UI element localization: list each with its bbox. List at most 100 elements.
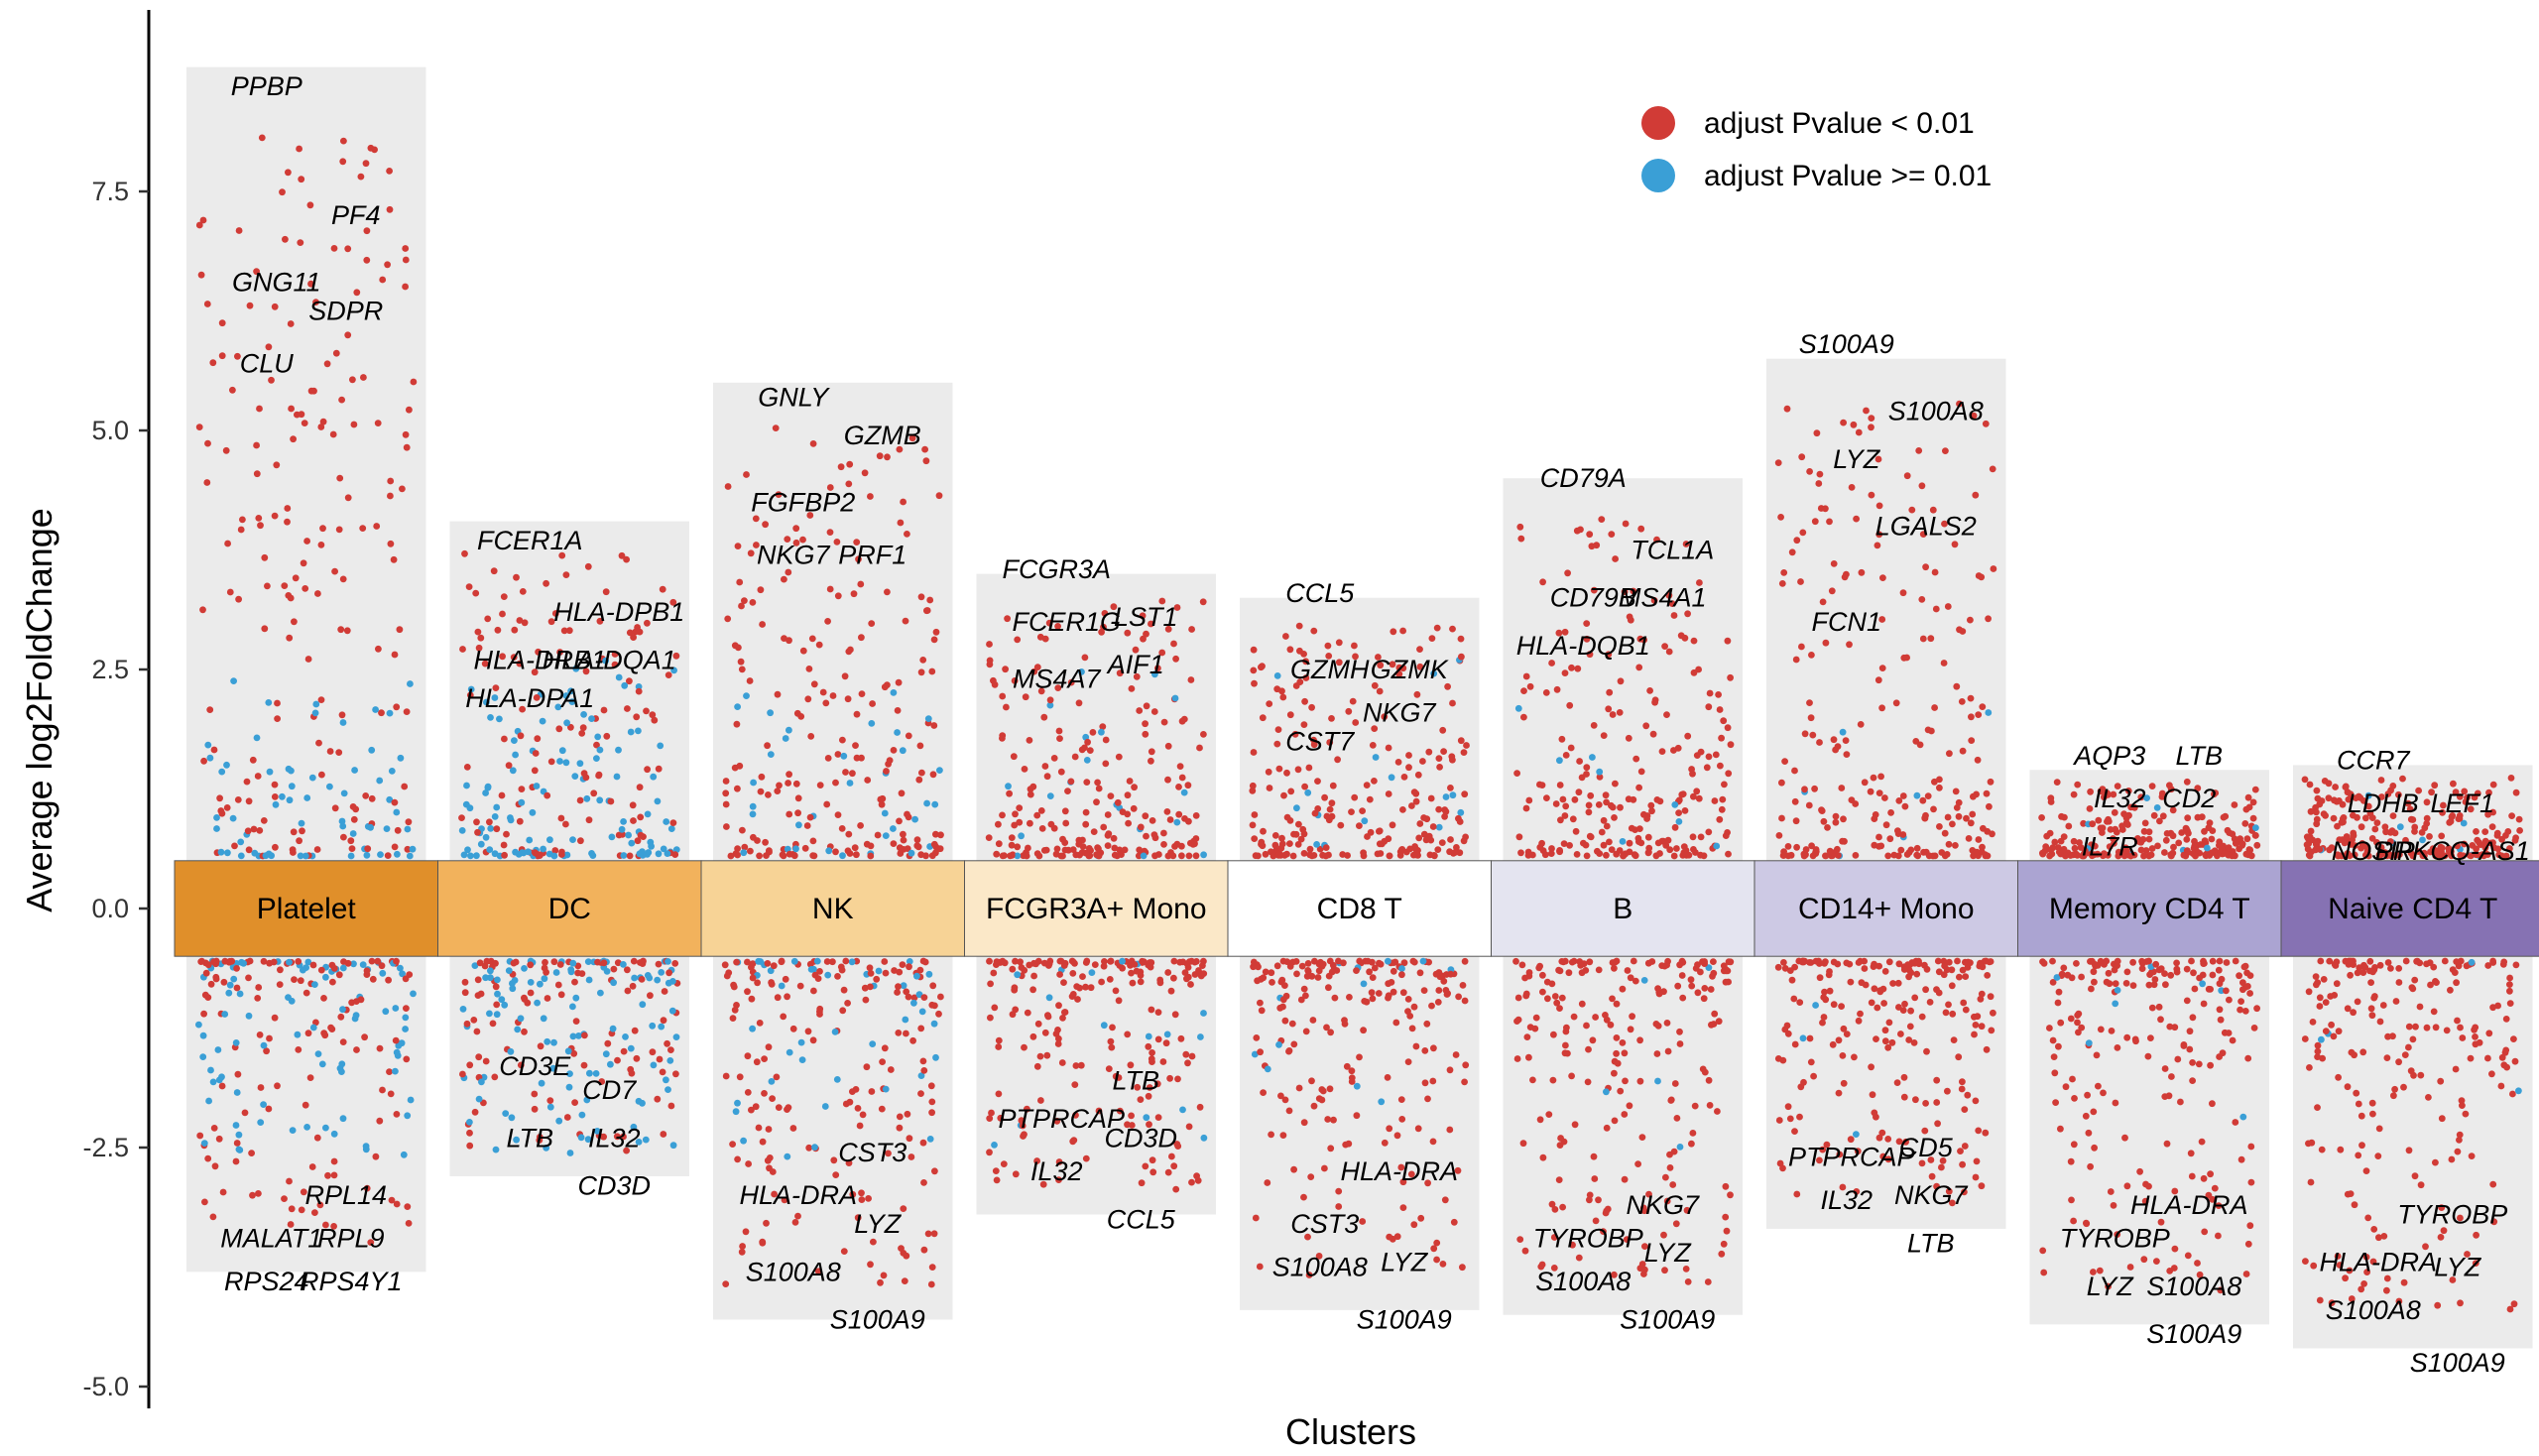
data-point [2362, 1167, 2370, 1174]
data-point [1257, 1048, 1264, 1056]
data-point [253, 268, 260, 276]
data-point [752, 515, 760, 523]
gene-label: FCN1 [1811, 607, 1881, 637]
data-point [2141, 1197, 2149, 1205]
gene-label: S100A8 [1888, 397, 1984, 426]
data-point [2378, 793, 2385, 800]
data-point [245, 1012, 253, 1020]
data-point [2074, 1019, 2081, 1027]
data-point [2307, 1178, 2315, 1186]
gene-label: LYZ [1833, 444, 1881, 474]
data-point [2369, 1258, 2377, 1266]
data-point [650, 1061, 658, 1069]
data-point [1796, 999, 1804, 1006]
data-point [2189, 1077, 2197, 1084]
data-point [1294, 841, 1302, 848]
data-point [392, 1036, 400, 1044]
data-point [1360, 980, 1368, 988]
data-point [2353, 794, 2359, 801]
data-point [1351, 642, 1358, 650]
data-point [2241, 962, 2249, 970]
data-point [387, 1090, 395, 1098]
data-point [786, 850, 793, 858]
data-point [1874, 455, 1882, 463]
data-point [649, 1048, 657, 1056]
data-point [2318, 1035, 2325, 1043]
data-point [550, 852, 558, 860]
data-point [1700, 995, 1708, 1003]
data-point [2103, 978, 2111, 986]
data-point [262, 852, 270, 860]
data-point [1275, 765, 1283, 773]
data-point [393, 957, 400, 965]
data-point [534, 999, 541, 1007]
data-point [1523, 1033, 1531, 1040]
data-point [578, 730, 586, 737]
data-point [2236, 972, 2243, 980]
data-point [1962, 1006, 1970, 1014]
data-point [288, 783, 296, 790]
data-point [1071, 1081, 1079, 1088]
data-point [1059, 1015, 1066, 1022]
data-point [1061, 807, 1069, 815]
data-point [1960, 999, 1968, 1007]
data-point [1107, 1037, 1115, 1045]
data-point [723, 972, 731, 980]
data-point [474, 976, 482, 984]
data-point [755, 1124, 763, 1132]
data-point [1701, 960, 1708, 967]
data-point [1392, 1019, 1400, 1027]
data-point [493, 825, 501, 833]
data-point [1556, 782, 1564, 789]
data-point [282, 235, 289, 243]
data-point [1154, 1009, 1162, 1016]
data-point [997, 1114, 1005, 1122]
data-point [1906, 1023, 1914, 1031]
data-point [589, 852, 597, 859]
data-point [1725, 850, 1732, 858]
data-point [1252, 1214, 1260, 1222]
data-point [2124, 821, 2131, 828]
data-point [727, 852, 735, 860]
data-point [2058, 812, 2065, 820]
data-point [235, 595, 243, 603]
data-point [1188, 1178, 1195, 1186]
data-point [2083, 1219, 2090, 1227]
data-point [1381, 713, 1389, 720]
data-point [999, 735, 1006, 742]
data-point [896, 1113, 904, 1121]
data-point [2515, 815, 2523, 823]
data-point [500, 841, 508, 849]
data-point [857, 822, 864, 829]
gene-label: TYROBP [1533, 1224, 1643, 1254]
data-point [1160, 718, 1168, 726]
data-point [1132, 646, 1140, 654]
data-point [1545, 1111, 1553, 1118]
data-point [2359, 969, 2367, 976]
data-point [1088, 969, 1096, 976]
gene-label: GZMB [844, 421, 921, 450]
data-point [1040, 959, 1048, 967]
data-point [1955, 1053, 1963, 1061]
data-point [2366, 809, 2374, 817]
data-point [738, 666, 746, 673]
data-point [2309, 1019, 2317, 1026]
data-point [1571, 795, 1579, 803]
data-point [615, 831, 623, 839]
data-point [1561, 1049, 1569, 1057]
data-point [1459, 1264, 1466, 1272]
data-point [204, 439, 211, 447]
data-point [2090, 968, 2098, 976]
data-point [1644, 833, 1652, 841]
data-point [906, 958, 913, 965]
data-point [1835, 1036, 1843, 1044]
data-point [1017, 958, 1024, 966]
data-point [338, 396, 345, 404]
data-point [1069, 991, 1077, 998]
data-point [477, 634, 485, 642]
data-point [338, 711, 346, 719]
data-point [1555, 1176, 1563, 1183]
data-point [995, 1036, 1003, 1044]
data-point [550, 958, 558, 966]
data-point [2053, 779, 2061, 786]
